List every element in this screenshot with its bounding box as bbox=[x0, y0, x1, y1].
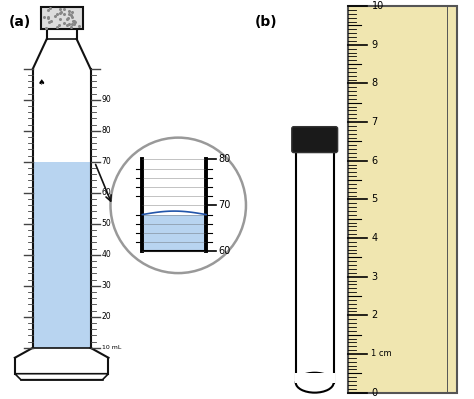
Text: 90: 90 bbox=[101, 95, 111, 105]
Text: 20: 20 bbox=[101, 312, 111, 321]
Text: 70: 70 bbox=[101, 157, 111, 166]
Text: 80: 80 bbox=[218, 154, 230, 164]
Text: 40: 40 bbox=[101, 250, 111, 259]
FancyBboxPatch shape bbox=[292, 126, 337, 152]
Bar bbox=[295, 373, 335, 383]
Bar bbox=[296, 148, 334, 383]
Bar bbox=[33, 162, 91, 348]
Text: 7: 7 bbox=[372, 117, 378, 127]
Text: 3: 3 bbox=[372, 272, 378, 282]
Text: (b): (b) bbox=[255, 15, 278, 29]
Text: 10: 10 bbox=[372, 1, 384, 11]
Text: 50: 50 bbox=[101, 219, 111, 228]
Text: 8: 8 bbox=[372, 79, 378, 89]
Polygon shape bbox=[15, 374, 109, 380]
Text: 0: 0 bbox=[372, 388, 378, 398]
Circle shape bbox=[110, 138, 246, 273]
Text: 70: 70 bbox=[218, 200, 230, 210]
Bar bbox=[41, 7, 82, 29]
Text: (a): (a) bbox=[9, 15, 31, 29]
Text: 60: 60 bbox=[218, 247, 230, 257]
Text: 1 cm: 1 cm bbox=[372, 350, 392, 358]
Text: 6: 6 bbox=[372, 156, 378, 166]
Text: ♠: ♠ bbox=[38, 78, 46, 87]
Text: 80: 80 bbox=[101, 126, 111, 135]
Bar bbox=[142, 215, 206, 251]
Text: 4: 4 bbox=[372, 233, 378, 243]
Text: 5: 5 bbox=[372, 194, 378, 204]
Ellipse shape bbox=[296, 373, 334, 393]
Text: 9: 9 bbox=[372, 40, 378, 50]
Text: 30: 30 bbox=[101, 281, 111, 290]
Text: 10 mL: 10 mL bbox=[101, 345, 121, 350]
Text: 2: 2 bbox=[372, 310, 378, 320]
Text: 60: 60 bbox=[101, 188, 111, 198]
Bar bbox=[347, 6, 457, 393]
